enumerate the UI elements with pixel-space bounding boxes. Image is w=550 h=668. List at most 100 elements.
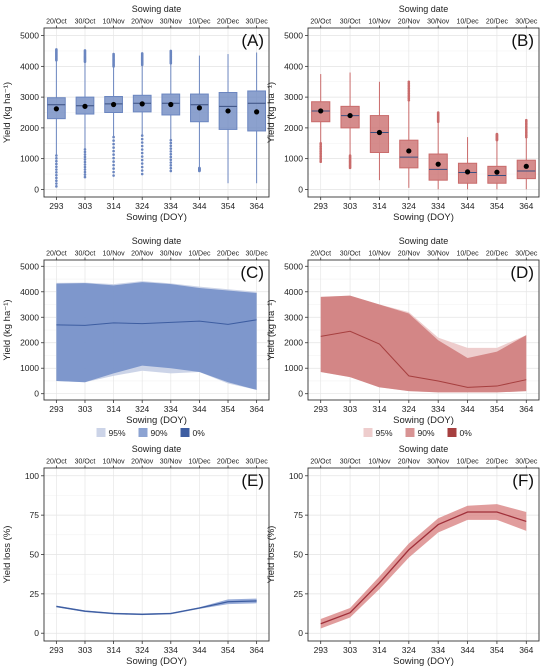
- top-tick-label: 20/Dec: [486, 19, 509, 26]
- outlier-point: [140, 141, 144, 144]
- top-tick-label: 10/Dec: [188, 459, 211, 466]
- y-tick-label: 1000: [20, 154, 39, 164]
- legend-label: 0%: [460, 428, 473, 438]
- box-334: [428, 111, 448, 190]
- x-tick-label: 303: [343, 645, 357, 655]
- uncertainty-band: [56, 598, 257, 616]
- legend-swatch: [96, 428, 106, 437]
- x-tick-label: 364: [250, 404, 264, 414]
- box-324: [132, 52, 152, 176]
- top-tick-label: 20/Nov: [131, 19, 154, 26]
- median-line: [320, 330, 527, 388]
- mean-point: [406, 148, 412, 154]
- top-tick-label: 10/Dec: [188, 251, 211, 258]
- outlier-point: [140, 172, 144, 176]
- top-tick-label: 30/Nov: [160, 459, 183, 466]
- x-tick-label: 344: [460, 201, 474, 211]
- top-tick-label: 30/Dec: [246, 459, 269, 466]
- x-tick-label: 324: [402, 645, 416, 655]
- x-tick-label: 314: [106, 201, 120, 211]
- x-tick-label: 303: [343, 404, 357, 414]
- outlier-point: [83, 49, 87, 52]
- y-tick-label: 3000: [284, 92, 303, 102]
- median-line: [56, 319, 257, 326]
- outlier-point: [140, 158, 144, 162]
- top-axis-title: Sowing date: [132, 4, 182, 14]
- legend-swatch: [180, 428, 190, 437]
- box-354: [487, 132, 507, 190]
- box-293: [311, 74, 331, 164]
- mean-point: [225, 108, 231, 114]
- x-tick-label: 314: [372, 404, 386, 414]
- panel-label: (C): [240, 263, 264, 282]
- outlier-point: [407, 80, 411, 84]
- legend-swatch: [405, 428, 415, 437]
- y-tick-label: 3000: [284, 312, 303, 322]
- outlier-point: [112, 174, 115, 177]
- top-tick-label: 10/Nov: [102, 19, 125, 26]
- outlier-point: [55, 176, 58, 180]
- top-tick-label: 10/Nov: [368, 251, 391, 258]
- outlier-point: [169, 144, 173, 148]
- top-tick-label: 20/Dec: [486, 251, 509, 258]
- top-tick-label: 30/Oct: [75, 251, 96, 258]
- outlier-point: [55, 173, 58, 177]
- box-303: [340, 72, 360, 170]
- x-tick-label: 324: [402, 201, 416, 211]
- top-tick-label: 10/Dec: [456, 459, 479, 466]
- outlier-point: [169, 141, 173, 145]
- outlier-point: [55, 154, 58, 157]
- x-tick-label: 354: [221, 404, 235, 414]
- box-iqr: [428, 153, 448, 181]
- x-tick-label: 324: [135, 404, 149, 414]
- x-axis-title: Sowing (DOY): [393, 212, 454, 223]
- outlier-point: [140, 52, 144, 55]
- box-314: [369, 81, 390, 181]
- outlier-point: [169, 138, 173, 142]
- outlier-point: [112, 170, 115, 174]
- y-tick-label: 4000: [284, 61, 303, 71]
- y-tick-label: 1000: [20, 363, 39, 373]
- y-tick-label: 1000: [284, 363, 303, 373]
- legend-label: 95%: [376, 428, 393, 438]
- top-tick-label: 10/Nov: [102, 459, 125, 466]
- top-tick-label: 30/Oct: [340, 251, 361, 258]
- panel-f: 0 25 50 75 100 293 303 314 324 334 344 354 364 20/Oct…: [266, 444, 540, 667]
- y-tick-label: 25: [30, 589, 40, 599]
- legend-label: 0%: [193, 428, 206, 438]
- box-iqr: [516, 159, 536, 180]
- y-tick-label: 0: [298, 389, 303, 399]
- box-354: [218, 54, 238, 184]
- x-tick-label: 334: [164, 201, 178, 211]
- top-tick-label: 20/Oct: [46, 251, 67, 258]
- top-tick-label: 20/Dec: [486, 459, 509, 466]
- outlier-point: [83, 173, 87, 176]
- outlier-point: [140, 144, 144, 148]
- box-344: [190, 55, 209, 173]
- outlier-point: [169, 49, 173, 53]
- mean-point: [318, 108, 324, 114]
- y-tick-label: 0: [34, 389, 39, 399]
- top-axis-title: Sowing date: [132, 444, 182, 454]
- y-tick-label: 5000: [20, 261, 39, 271]
- x-tick-label: 364: [250, 201, 264, 211]
- x-tick-label: 334: [431, 404, 445, 414]
- x-axis-title: Sowing (DOY): [393, 415, 454, 426]
- mean-point: [254, 109, 260, 115]
- outlier-point: [112, 52, 115, 56]
- x-tick-label: 334: [431, 645, 445, 655]
- top-tick-label: 30/Dec: [515, 459, 538, 466]
- outlier-point: [140, 155, 144, 158]
- outlier-point: [169, 169, 173, 173]
- x-tick-label: 364: [519, 645, 533, 655]
- top-tick-label: 10/Dec: [188, 19, 211, 26]
- top-tick-label: 20/Oct: [46, 19, 67, 26]
- series-line: [320, 511, 527, 625]
- outlier-point: [55, 168, 58, 171]
- box-334: [161, 49, 181, 173]
- outlier-point: [55, 48, 58, 51]
- y-axis-title: Yield (kg ha⁻¹): [266, 299, 277, 360]
- mean-point: [347, 112, 353, 119]
- y-axis-title: Yield (kg ha⁻¹): [266, 82, 277, 143]
- mean-point: [110, 101, 117, 108]
